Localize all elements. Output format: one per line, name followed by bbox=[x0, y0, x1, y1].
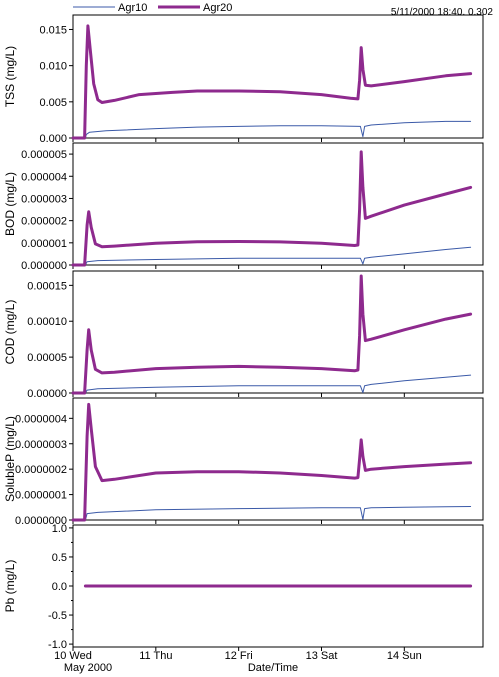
plot-frame-solublep bbox=[72, 397, 484, 521]
y-axis-label-cod: COD (mg/L) bbox=[3, 300, 17, 365]
y-tick-label-cod: 0.00010 bbox=[27, 316, 67, 328]
plot-frame-bod bbox=[72, 142, 484, 266]
y-tick-label-cod: 0.00005 bbox=[27, 352, 67, 364]
chart-panel-pb: 1.0 0.5 0.0 -0.5 -1.0 Pb (mg/L) bbox=[3, 523, 484, 651]
y-tick-label-solublep: 0.0000001 bbox=[15, 490, 67, 502]
series-line-agr20-tss bbox=[71, 24, 473, 140]
series-line-agr10-tss bbox=[72, 120, 472, 139]
y-tick-label-pb: -1.0 bbox=[48, 639, 67, 651]
x-axis-sublabel: May 2000 bbox=[64, 662, 112, 674]
y-tick-label-solublep: 0.0000003 bbox=[15, 439, 67, 451]
y-tick-label-bod: 0.000004 bbox=[21, 171, 67, 183]
y-tick-label-cod: 0.00000 bbox=[27, 388, 67, 400]
legend: Agr10 Agr20 bbox=[73, 2, 232, 14]
chart-panel-bod: 0.000000 0.000001 0.000002 0.000003 0.000004… bbox=[3, 142, 484, 272]
y-axis-label-bod: BOD (mg/L) bbox=[3, 172, 17, 236]
legend-label-agr10: Agr10 bbox=[118, 2, 147, 14]
x-axis: 10 Wed 11 Thu 12 Fri 13 Sat 14 Sun bbox=[54, 650, 422, 662]
y-tick-label-solublep: 0.0000000 bbox=[15, 515, 67, 527]
y-axis-label-tss: TSS (mg/L) bbox=[3, 46, 17, 107]
y-tick-label-solublep: 0.0000002 bbox=[15, 464, 67, 476]
x-tick-label: 12 Fri bbox=[225, 650, 253, 662]
y-tick-label-bod: 0.000003 bbox=[21, 193, 67, 205]
plot-frame-cod bbox=[72, 270, 484, 394]
y-tick-label-tss: 0.010 bbox=[39, 61, 67, 73]
chart-panel-solublep: 0.0000000 0.0000001 0.0000002 0.0000003 0.00… bbox=[3, 397, 484, 527]
series-line-agr10-bod bbox=[72, 246, 472, 266]
series-line-agr20-solublep bbox=[71, 402, 473, 522]
y-tick-label-bod: 0.000000 bbox=[21, 260, 67, 272]
x-tick-label: 14 Sun bbox=[387, 650, 422, 662]
y-tick-label-bod: 0.000002 bbox=[21, 216, 67, 228]
series-line-agr20-cod bbox=[71, 274, 473, 395]
x-tick-label: 13 Sat bbox=[306, 650, 338, 662]
y-tick-label-tss: 0.000 bbox=[39, 133, 67, 145]
series-line-agr20-bod bbox=[71, 150, 473, 267]
y-tick-label-pb: 0.5 bbox=[52, 552, 67, 564]
y-tick-label-solublep: 0.0000004 bbox=[15, 413, 67, 425]
y-tick-label-tss: 0.015 bbox=[39, 24, 67, 36]
y-axis-label-pb: Pb (mg/L) bbox=[3, 560, 17, 613]
legend-label-agr20: Agr20 bbox=[203, 2, 232, 14]
y-tick-label-tss: 0.005 bbox=[39, 97, 67, 109]
y-tick-label-cod: 0.00015 bbox=[27, 280, 67, 292]
cursor-readout: 5/11/2000 18:40, 0.302 bbox=[391, 7, 494, 18]
x-tick-label: 10 Wed bbox=[54, 650, 92, 662]
y-tick-label-pb: 0.0 bbox=[52, 581, 67, 593]
plot-frame-tss bbox=[72, 14, 484, 139]
x-tick-label: 11 Thu bbox=[139, 650, 172, 662]
series-line-agr10-solublep bbox=[72, 506, 472, 521]
chart-panel-tss: 0.000 0.005 0.010 0.015 TSS (mg/L) bbox=[3, 14, 484, 145]
y-tick-label-pb: -0.5 bbox=[48, 610, 67, 622]
x-axis-title: Date/Time bbox=[248, 662, 298, 674]
y-tick-label-bod: 0.000005 bbox=[21, 149, 67, 161]
y-axis-label-solublep: SolubleP (mg/L) bbox=[3, 416, 17, 502]
chart-panel-cod: 0.00000 0.00005 0.00010 0.00015 COD (mg/L) bbox=[3, 270, 484, 400]
y-tick-label-pb: 1.0 bbox=[52, 523, 67, 535]
series-line-agr10-cod bbox=[72, 374, 472, 394]
y-tick-label-bod: 0.000001 bbox=[21, 238, 67, 250]
